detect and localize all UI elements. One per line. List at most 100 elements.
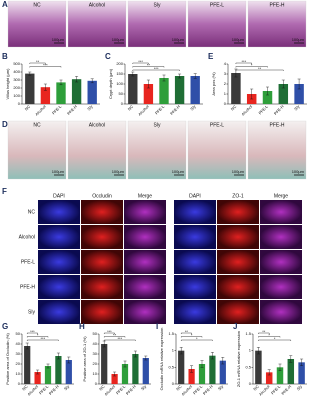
bar: [25, 73, 35, 104]
x-tick-label: PFE-L: [257, 103, 269, 115]
micrograph: [187, 120, 247, 180]
error-bar: [200, 360, 204, 368]
error-bar: [46, 363, 50, 369]
significance-label: ***: [138, 59, 143, 64]
fluorescence-tile: [174, 300, 216, 324]
bar: [143, 84, 154, 104]
x-tick-label: Alcohol: [26, 384, 39, 397]
significance-bracket: [235, 66, 268, 68]
y-tick-label: 500: [13, 61, 20, 66]
fluorescence-tile: [38, 225, 80, 249]
x-tick-label: PFE-H: [48, 384, 60, 396]
significance-bracket: [235, 62, 252, 64]
error-bar: [178, 73, 182, 79]
error-bar: [278, 363, 282, 371]
y-tick-label: 40: [16, 341, 21, 346]
micrograph: [7, 0, 67, 48]
error-bar: [67, 356, 71, 364]
significance-label: ***: [43, 63, 48, 68]
fluorescence-tile: [260, 250, 302, 274]
x-tick-label: PFE-H: [125, 384, 137, 396]
x-tick-label: PFE-H: [66, 104, 78, 116]
y-axis-label: ZO-1 mRNA relative expression: [236, 331, 241, 387]
significance-label: *: [251, 63, 253, 68]
y-tick-label: 300: [13, 77, 20, 82]
y-tick-label: 20: [93, 361, 98, 366]
y-tick-label: 100: [116, 81, 123, 86]
tile-label: PFE-H: [270, 2, 285, 8]
bar: [121, 364, 129, 384]
fluorescence-tile: [81, 225, 123, 249]
panel-letter: D: [2, 120, 8, 129]
bar: [188, 369, 195, 384]
fluorescence-tile: [124, 200, 166, 224]
significance-bracket: [181, 336, 203, 338]
significance-label: **: [113, 333, 117, 338]
significance-bracket: [104, 332, 115, 334]
y-tick-label: 40: [93, 341, 98, 346]
tile-label: NC: [33, 2, 41, 8]
significance-bracket: [132, 66, 165, 68]
error-bar: [43, 83, 47, 91]
micrograph: [7, 120, 67, 180]
significance-label: ***: [241, 59, 246, 64]
x-tick-label: Alcohol: [103, 384, 116, 397]
error-bar: [210, 352, 214, 360]
x-tick-label: NC: [24, 104, 32, 112]
y-tick-label: 0: [172, 381, 175, 386]
micrograph: [127, 120, 187, 180]
fluorescence-tile: [217, 300, 259, 324]
significance-bracket: [258, 339, 291, 341]
y-tick-label: 1.5: [245, 331, 251, 336]
x-tick-label: Sly: [296, 384, 303, 391]
significance-bracket: [27, 336, 49, 338]
y-tick-label: 1: [224, 91, 227, 96]
significance-label: **: [258, 66, 262, 71]
significance-bracket: [132, 62, 149, 64]
y-tick-label: 50: [119, 91, 124, 96]
row-label: PFE-H: [20, 284, 35, 290]
fluorescence-tile: [260, 200, 302, 224]
y-axis-label: Positive area of ZO-1 (%): [82, 336, 87, 382]
error-bar: [131, 71, 135, 77]
fluorescence-tile: [260, 300, 302, 324]
error-bar: [162, 74, 166, 82]
figure: A NC 100μm Alcohol 100μm Sly 100μm PFE-L 100μm PF…: [2, 0, 307, 397]
y-tick-label: 0: [18, 381, 21, 386]
fluorescence-tile: [260, 275, 302, 299]
y-tick-label: 0: [121, 101, 124, 106]
x-tick-label: Sly: [86, 104, 93, 111]
error-bar: [36, 369, 40, 375]
bar: [71, 79, 82, 104]
y-tick-label: 10: [16, 371, 21, 376]
panel-letter: H: [79, 322, 85, 331]
y-tick-label: 4: [224, 61, 227, 66]
tile-label: PFE-L: [210, 122, 224, 128]
micrograph: [247, 120, 307, 180]
y-tick-label: 1.5: [168, 331, 174, 336]
panel-letter: C: [105, 52, 111, 61]
y-tick-label: 0: [249, 381, 252, 386]
error-bar: [56, 352, 60, 360]
scale-label: 100μm: [52, 169, 65, 174]
column-header: DAPI: [53, 193, 65, 199]
significance-bracket: [132, 69, 180, 71]
x-tick-label: NC: [252, 384, 260, 392]
tile-label: PFE-H: [270, 122, 285, 128]
x-tick-label: PFE-H: [169, 104, 181, 116]
y-tick-label: 50: [16, 331, 21, 336]
error-bar: [133, 350, 137, 358]
fluorescence-tile: [217, 250, 259, 274]
scale-label: 100μm: [232, 169, 245, 174]
error-bar: [28, 71, 32, 76]
row-label: NC: [28, 209, 36, 215]
x-tick-label: Alcohol: [258, 384, 271, 397]
x-tick-label: PFE-L: [51, 103, 63, 115]
x-tick-label: NC: [175, 384, 183, 392]
bar: [24, 346, 31, 384]
tile-label: PFE-L: [210, 2, 224, 8]
error-bar: [256, 347, 260, 355]
bar: [132, 354, 139, 384]
bar: [111, 374, 118, 384]
bar: [159, 78, 169, 104]
